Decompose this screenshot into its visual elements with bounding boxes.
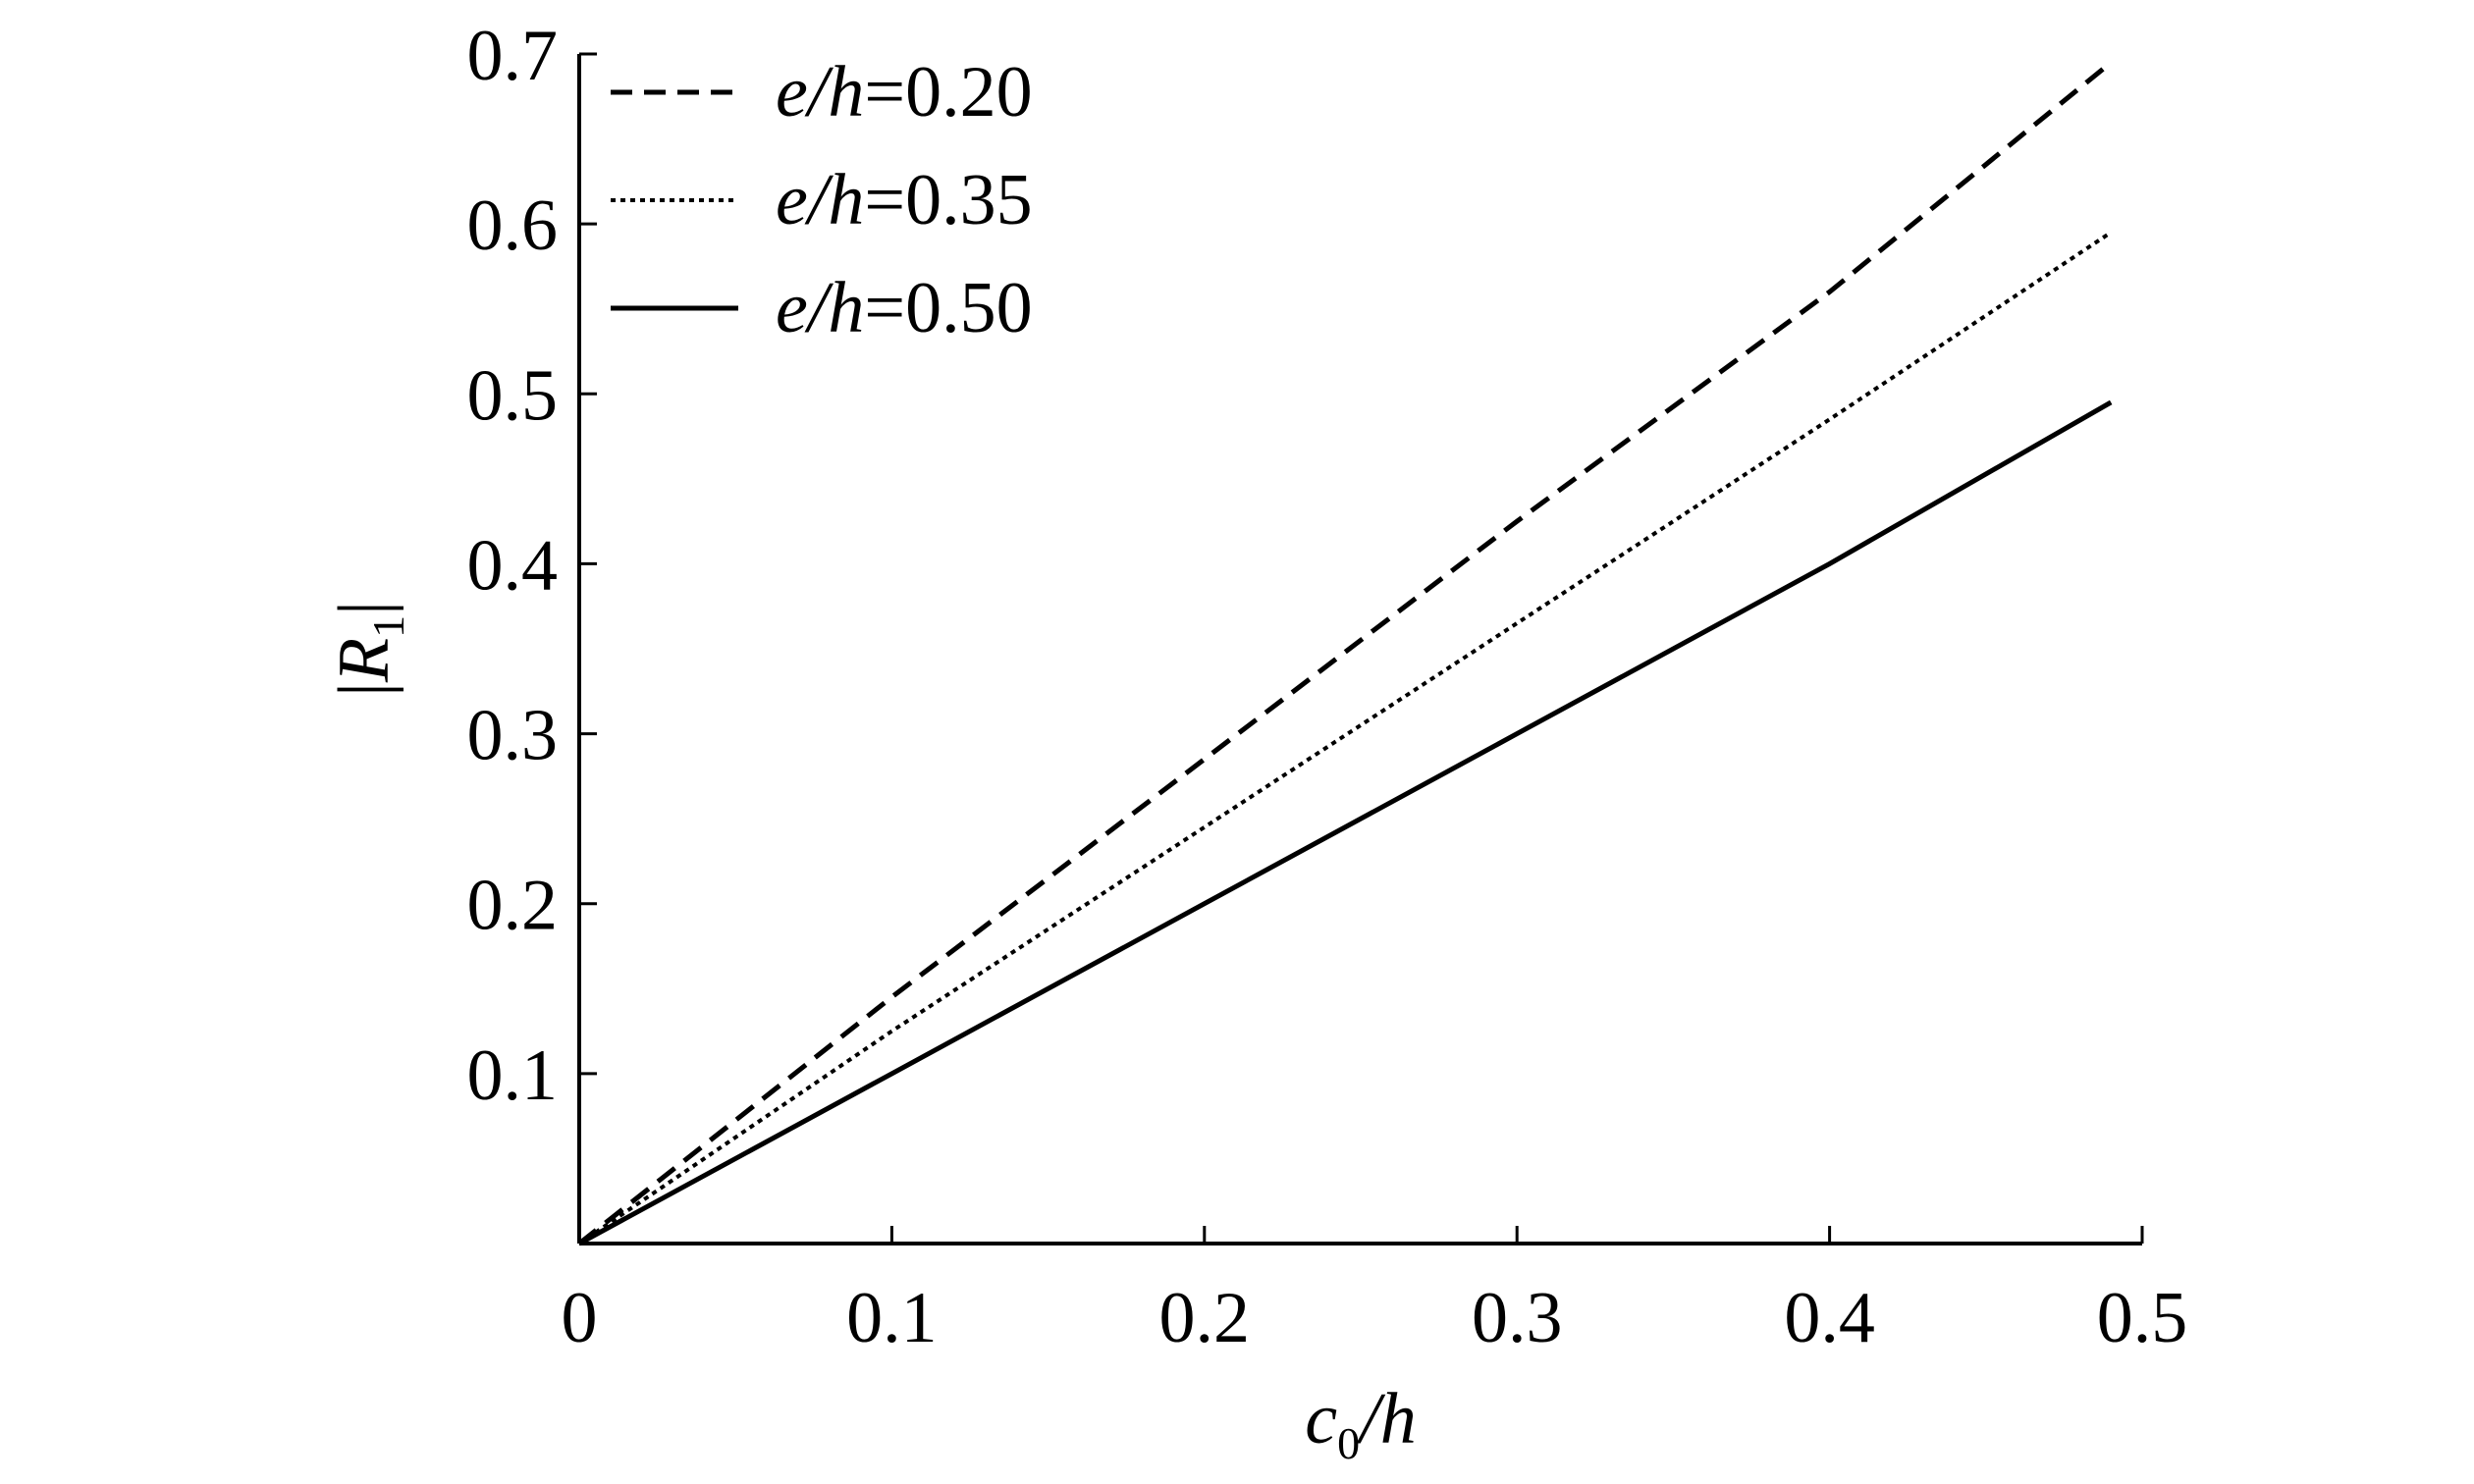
y-axis-title-open: | (324, 682, 404, 697)
legend-label-value: =0.20 (864, 52, 1032, 132)
y-axis-title: |R1| (324, 601, 413, 697)
legend: e/h=0.20e/h=0.35e/h=0.50 (611, 52, 1033, 348)
x-tick-label: 0.3 (1472, 1278, 1563, 1358)
series-line-2 (577, 231, 2113, 1246)
x-tick-label: 0 (562, 1278, 598, 1358)
x-axis-title-sub: 0 (1337, 1418, 1360, 1468)
x-axis-title-var: c (1305, 1379, 1337, 1459)
x-axis-title-rest: /h (1356, 1379, 1417, 1459)
y-tick-label: 0.2 (467, 866, 559, 946)
y-tick-label: 0.1 (467, 1035, 559, 1116)
y-tick-label: 0.4 (467, 525, 559, 606)
axes (577, 54, 2142, 1246)
y-tick-label: 0.3 (467, 696, 559, 776)
legend-label-3: e/h=0.50 (776, 268, 1033, 348)
y-tick-label: 0.6 (467, 186, 559, 266)
y-tick-label: 0.5 (467, 355, 559, 436)
series-line-1 (577, 60, 2113, 1246)
y-axis-title-sub: 1 (363, 615, 413, 638)
legend-label-var: e/h (776, 52, 864, 132)
y-axis-title-close: | (324, 601, 404, 615)
legend-label-var: e/h (776, 268, 864, 348)
x-tick-label: 0.4 (1784, 1278, 1875, 1358)
legend-label-1: e/h=0.20 (776, 52, 1033, 132)
x-ticks: 0 0.1 0.2 0.3 0.4 0.5 (562, 1226, 2188, 1358)
y-axis-title-var: R (324, 638, 404, 683)
x-tick-label: 0.5 (2097, 1278, 2188, 1358)
legend-label-value: =0.50 (864, 268, 1032, 348)
series-lines (577, 60, 2113, 1246)
legend-label-2: e/h=0.35 (776, 160, 1033, 240)
y-tick-label: 0.7 (467, 16, 559, 96)
x-axis-title: c0/h (1305, 1379, 1416, 1468)
legend-label-value: =0.35 (864, 160, 1032, 240)
x-tick-label: 0.2 (1159, 1278, 1251, 1358)
legend-label-var: e/h (776, 160, 864, 240)
series-line-3 (577, 399, 2113, 1246)
x-tick-label: 0.1 (846, 1278, 938, 1358)
y-ticks: 0.1 0.2 0.3 0.4 0.5 0.6 0.7 (467, 16, 597, 1116)
